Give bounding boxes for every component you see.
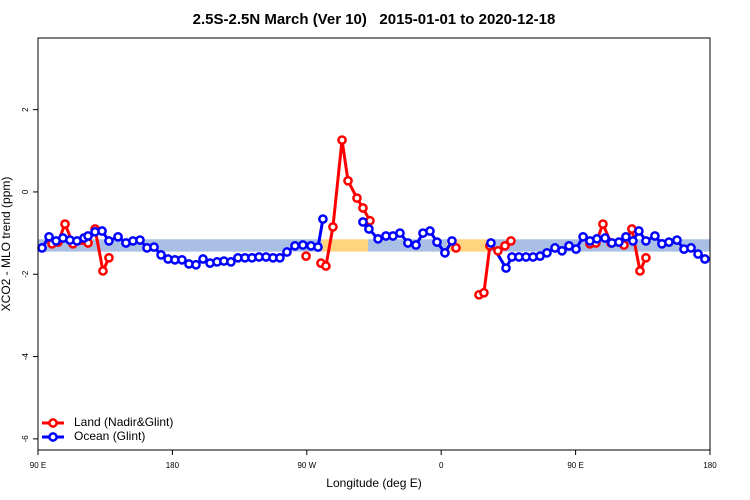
data-point <box>135 235 145 245</box>
data-point <box>557 245 567 256</box>
data-point <box>628 236 638 246</box>
data-point <box>672 235 682 245</box>
data-point <box>571 244 581 254</box>
y-axis-label: XCO2 - MLO trend (ppm) <box>0 177 13 312</box>
data-point <box>318 214 328 224</box>
y-tick-label: 2 <box>21 107 30 112</box>
data-point <box>98 266 108 276</box>
data-point <box>226 257 236 267</box>
data-point <box>479 287 489 298</box>
data-point <box>600 233 610 243</box>
data-point <box>635 266 645 276</box>
data-point <box>343 175 353 186</box>
data-point <box>395 228 405 238</box>
data-point <box>693 249 703 259</box>
data-point <box>447 236 457 246</box>
data-point <box>614 237 624 247</box>
data-point <box>337 135 347 145</box>
data-point <box>373 234 383 244</box>
legend: Land (Nadir&Glint)Ocean (Glint) <box>42 415 173 443</box>
data-point <box>60 219 70 229</box>
x-axis-label: Longitude (deg E) <box>326 476 421 490</box>
x-tick-label: 180 <box>703 461 717 470</box>
data-point <box>282 247 292 257</box>
data-point <box>578 231 588 242</box>
x-tick-label: 90 E <box>567 461 583 470</box>
data-point <box>641 252 651 263</box>
data-point <box>104 236 114 246</box>
data-point <box>177 254 187 265</box>
data-point <box>275 252 285 263</box>
data-point <box>198 254 208 264</box>
data-point <box>634 226 644 236</box>
x-tick-label: 180 <box>166 461 180 470</box>
data-point <box>97 226 107 236</box>
data-point <box>37 243 47 253</box>
x-tick-label: 90 W <box>297 461 316 470</box>
legend-marker <box>48 432 58 442</box>
data-point <box>313 242 323 252</box>
data-point <box>358 217 368 227</box>
y-tick-label: 0 <box>21 189 30 194</box>
data-point <box>411 240 421 250</box>
data-point <box>321 261 331 271</box>
data-point <box>641 236 651 246</box>
data-point <box>149 242 159 252</box>
data-point <box>486 238 496 248</box>
data-point <box>451 243 461 253</box>
data-point <box>506 236 516 246</box>
data-point <box>700 254 710 264</box>
plot-frame <box>37 37 711 451</box>
legend-label: Land (Nadir&Glint) <box>74 415 173 429</box>
data-point <box>686 243 696 253</box>
legend-label: Ocean (Glint) <box>74 429 145 443</box>
data-point <box>592 234 602 244</box>
data-point <box>156 250 166 260</box>
data-point <box>191 259 201 270</box>
y-tick-label: -4 <box>21 352 30 360</box>
y-tick-label: -6 <box>21 435 30 443</box>
data-point <box>44 231 54 242</box>
data-point <box>542 247 552 258</box>
data-point <box>328 222 338 232</box>
data-point <box>403 238 413 248</box>
x-tick-label: 90 E <box>30 461 46 470</box>
data-point <box>664 237 674 247</box>
data-point <box>301 251 311 261</box>
data-point <box>440 247 450 258</box>
data-point <box>83 231 93 241</box>
data-point <box>500 241 510 251</box>
data-point <box>352 193 362 203</box>
chart-title: 2.5S-2.5N March (Ver 10) 2015-01-01 to 2… <box>193 11 556 28</box>
data-point <box>432 237 442 247</box>
data-point <box>290 241 300 251</box>
data-point <box>113 231 123 242</box>
y-tick-label: -2 <box>21 270 30 278</box>
data-point <box>298 240 308 250</box>
data-point <box>501 263 511 273</box>
data-point <box>104 252 114 263</box>
data-point <box>493 245 503 256</box>
data-point <box>621 231 631 242</box>
data-point <box>598 219 608 229</box>
x-tick-label: 0 <box>439 461 444 470</box>
data-point <box>425 226 435 236</box>
data-point <box>650 231 660 241</box>
data-point <box>358 203 368 213</box>
data-point <box>364 224 374 234</box>
band <box>321 239 369 252</box>
legend-marker <box>48 418 58 428</box>
